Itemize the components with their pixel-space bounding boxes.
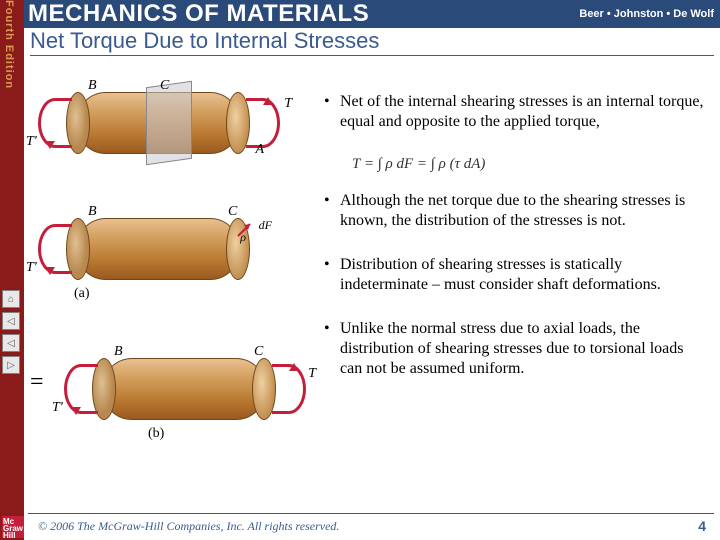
- label-dF: dF: [259, 218, 272, 233]
- sidebar: Fourth Edition: [0, 0, 24, 540]
- label-Tprime: T': [26, 260, 37, 276]
- label-C: C: [254, 344, 263, 360]
- publisher-logo: Mc Graw Hill: [2, 516, 24, 538]
- home-icon[interactable]: ⌂: [2, 290, 20, 308]
- label-a: (a): [74, 286, 90, 302]
- bullet-3: Distribution of shearing stresses is sta…: [324, 255, 704, 295]
- torque-arrow-left-icon: [38, 224, 72, 274]
- edition-label: Fourth Edition: [3, 0, 15, 89]
- equals-sign: =: [30, 369, 44, 396]
- bullet-4: Unlike the normal stress due to axial lo…: [324, 319, 704, 379]
- footer-rule: [28, 513, 714, 514]
- torque-arrow-right-icon: [246, 98, 280, 148]
- page-number: 4: [698, 518, 706, 534]
- label-C: C: [160, 78, 169, 94]
- label-B: B: [114, 344, 123, 360]
- label-T: T: [284, 96, 292, 112]
- bullet-1: Net of the internal shearing stresses is…: [324, 92, 704, 132]
- diagram-area: B C A T' T B C T' ρ dF (a): [28, 80, 308, 480]
- label-T: T: [308, 366, 316, 382]
- label-B: B: [88, 78, 97, 94]
- cylinder-a: B C T' ρ dF: [68, 218, 248, 280]
- authors: Beer • Johnston • De Wolf: [579, 8, 714, 20]
- label-Tprime: T': [26, 134, 37, 150]
- label-Tprime: T': [52, 400, 63, 416]
- main-title: MECHANICS OF MATERIALS: [28, 0, 369, 28]
- label-B: B: [88, 204, 97, 220]
- nav-icons: ⌂ ◁ ◁ ▷: [2, 290, 22, 374]
- cylinder-b: B C T' T: [94, 358, 274, 420]
- copyright: © 2006 The McGraw-Hill Companies, Inc. A…: [38, 519, 339, 534]
- label-C: C: [228, 204, 237, 220]
- bullet-list: Net of the internal shearing stresses is…: [324, 92, 704, 403]
- next-icon[interactable]: ▷: [2, 356, 20, 374]
- formula: T = ∫ ρ dF = ∫ ρ (τ dA): [352, 156, 704, 173]
- label-A: A: [255, 142, 264, 158]
- torque-arrow-left-icon: [64, 364, 98, 414]
- torque-arrow-right-icon: [272, 364, 306, 414]
- dF-arrow-icon: [234, 220, 256, 242]
- bullet-2: Although the net torque due to the shear…: [324, 191, 704, 231]
- header-bar: MECHANICS OF MATERIALS Beer • Johnston •…: [24, 0, 720, 28]
- prev2-icon[interactable]: ◁: [2, 334, 20, 352]
- torque-arrow-left-icon: [38, 98, 72, 148]
- prev-icon[interactable]: ◁: [2, 312, 20, 330]
- label-b: (b): [148, 426, 164, 442]
- cylinder-top: B C A T' T: [68, 92, 248, 154]
- slide-subtitle: Net Torque Due to Internal Stresses: [30, 28, 714, 56]
